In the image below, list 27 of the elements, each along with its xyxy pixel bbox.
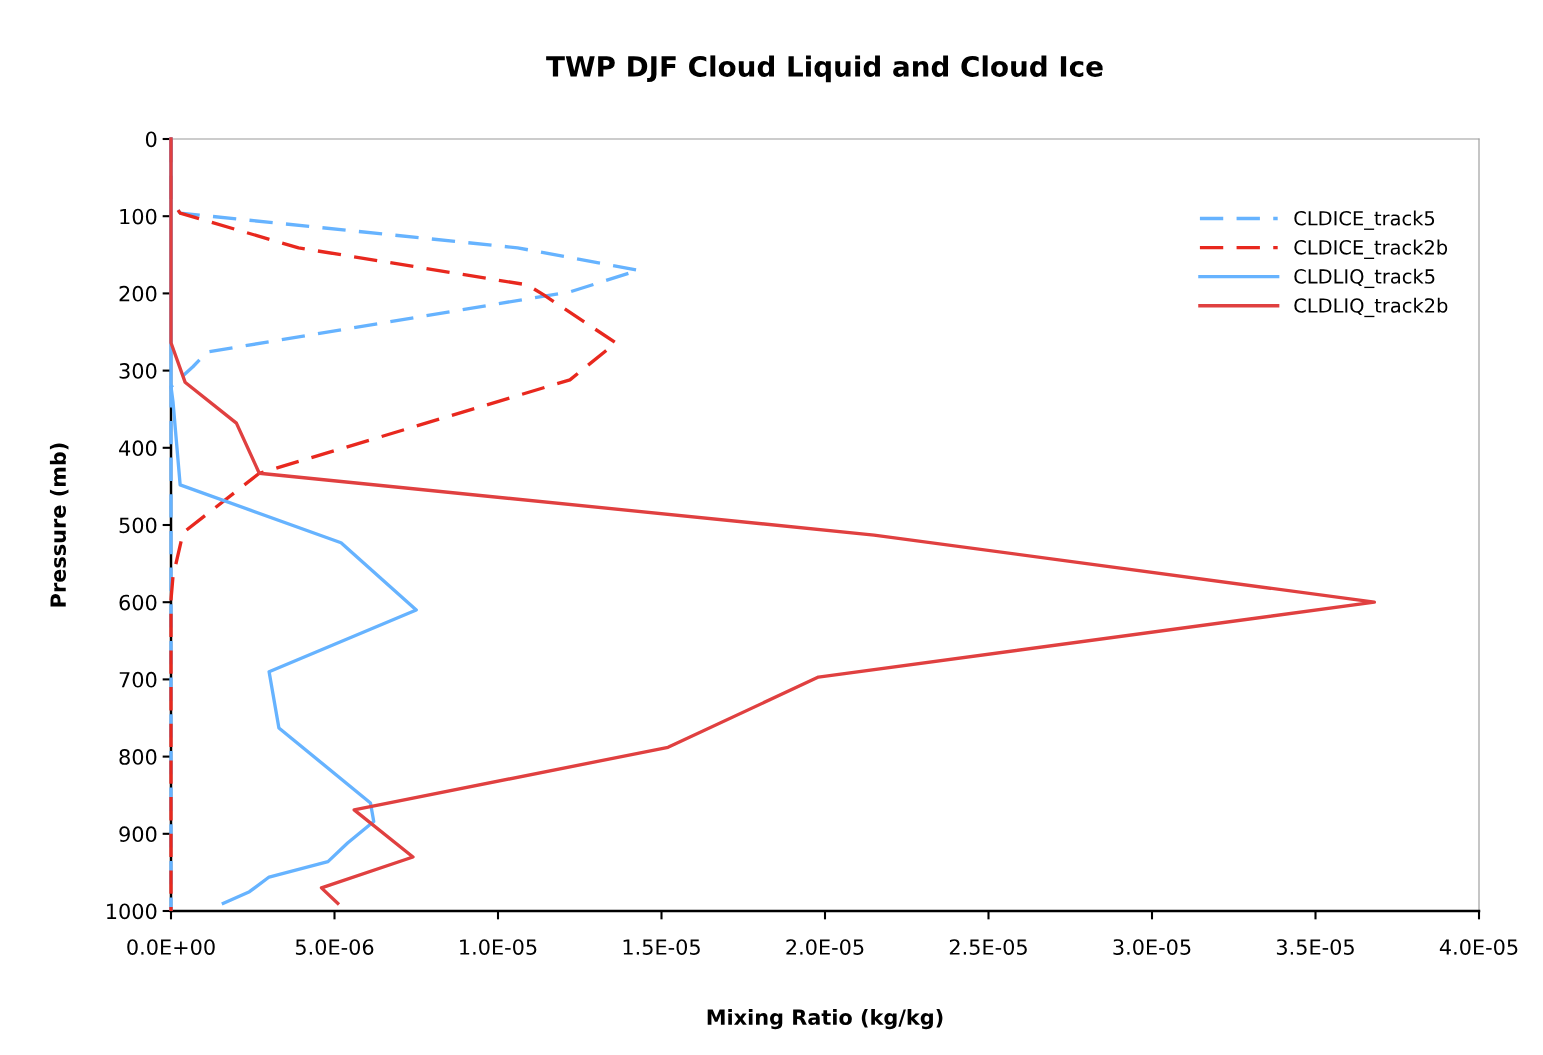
y-tick-label: 900 (119, 826, 157, 843)
x-tick-label: 1.5E-05 (623, 939, 700, 955)
y-tick-label: 200 (119, 285, 157, 302)
y-tick-label: 1000 (107, 903, 157, 920)
y-axis-title: Pressure (mb) (49, 443, 69, 607)
chart-title: TWP DJF Cloud Liquid and Cloud Ice (546, 55, 1103, 83)
x-tick-label: 3.5E-05 (1276, 939, 1354, 955)
x-tick-label: 1.0E-05 (460, 939, 537, 955)
x-tick-label: 5.0E-06 (295, 939, 374, 955)
legend-label: CLDLIQ_track5 (1294, 268, 1435, 289)
y-tick-label: 400 (119, 440, 157, 457)
legend-label: CLDICE_track5 (1294, 210, 1435, 230)
y-tick-label: 500 (119, 517, 157, 534)
x-tick-label: 2.0E-05 (786, 939, 864, 955)
x-tick-label: 0.0E+00 (127, 939, 215, 955)
y-tick-label: 600 (119, 594, 157, 611)
x-tick-label: 4.0E-05 (1439, 939, 1518, 955)
y-tick-label: 100 (120, 208, 157, 225)
y-tick-label: 800 (119, 749, 157, 765)
x-tick-label: 2.5E-05 (949, 939, 1027, 955)
y-tick-label: 0 (145, 131, 157, 148)
y-tick-label: 700 (119, 671, 157, 688)
x-tick-label: 3.0E-05 (1113, 939, 1191, 955)
legend-label: CLDLIQ_track2b (1294, 297, 1448, 318)
y-tick-label: 300 (119, 363, 157, 379)
x-axis-title: Mixing Ratio (kg/kg) (707, 1008, 943, 1030)
legend-label: CLDICE_track2b (1294, 239, 1448, 259)
